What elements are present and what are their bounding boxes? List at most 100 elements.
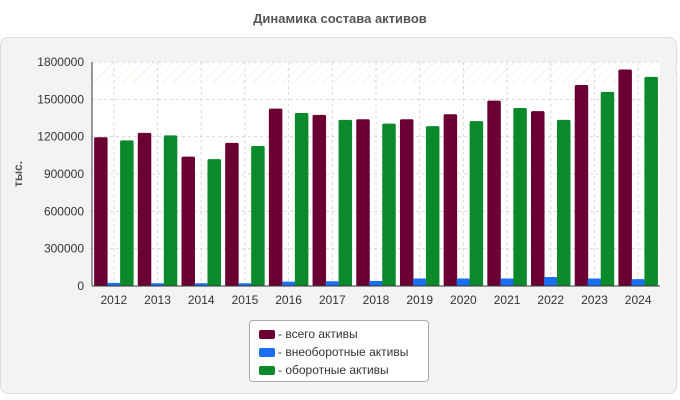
x-tick-label: 2013 (144, 293, 171, 307)
bar-noncurrent (500, 278, 514, 286)
bar-noncurrent (325, 281, 340, 286)
bar-total (399, 119, 414, 286)
hatch-line (291, 61, 315, 85)
hatch-line (251, 61, 275, 85)
bar-current (120, 140, 134, 286)
hatch-line (191, 61, 215, 85)
y-tick-label: 600000 (44, 204, 84, 218)
y-axis-label: тыс. (11, 161, 25, 187)
bar-current (207, 159, 221, 286)
x-tick-label: 2015 (232, 293, 259, 307)
hatch-line (421, 61, 445, 85)
chart-legend: - всего активы - внеоборотные активы - обо… (249, 320, 429, 382)
hatch-line (441, 61, 465, 85)
hatch-line (281, 61, 305, 85)
hatch-line (661, 65, 680, 85)
hatch-line (231, 61, 255, 85)
bar-current (294, 113, 309, 287)
bar-total (268, 108, 283, 287)
bar-current (251, 146, 265, 286)
hatch-line (671, 75, 680, 85)
bar-total (356, 119, 370, 286)
bar-noncurrent (587, 278, 602, 286)
bar-noncurrent (238, 283, 252, 286)
hatch-line (531, 61, 555, 85)
hatch-line (411, 61, 435, 85)
hatch-line (631, 61, 655, 85)
legend-item: - внеоборотные активы (259, 343, 428, 361)
hatch-line (91, 61, 115, 85)
bar-total (225, 142, 239, 286)
bar-current (338, 119, 353, 286)
hatch-line (201, 61, 225, 85)
hatch-line (121, 61, 145, 85)
bar-noncurrent (456, 278, 471, 286)
hatch-line (141, 61, 165, 85)
hatch-line (521, 61, 545, 85)
bar-current (644, 76, 658, 286)
x-tick-label: 2018 (363, 293, 390, 307)
legend-label: - внеоборотные активы (278, 345, 409, 359)
x-tick-label: 2016 (275, 293, 302, 307)
hatch-line (131, 61, 155, 85)
bar-current (557, 119, 571, 286)
hatch-line (261, 61, 285, 85)
hatch-line (541, 61, 565, 85)
bar-total (137, 132, 152, 286)
hatch-line (171, 61, 195, 85)
hatch-line (431, 61, 455, 85)
bar-total (94, 137, 108, 286)
legend-item: - оборотные активы (259, 361, 428, 379)
x-tick-label: 2012 (100, 293, 127, 307)
x-tick-label: 2017 (319, 293, 346, 307)
hatch-line (551, 61, 575, 85)
bar-noncurrent (412, 278, 427, 286)
bar-total (487, 100, 501, 286)
bar-current (163, 135, 178, 286)
x-tick-label: 2019 (406, 293, 433, 307)
hatch-line (321, 61, 345, 85)
bar-current (600, 91, 615, 286)
y-tick-label: 300000 (44, 242, 84, 256)
y-tick-label: 1800000 (37, 55, 84, 69)
bar-total (574, 85, 589, 287)
legend-swatch (259, 347, 275, 357)
hatch-line (381, 61, 405, 85)
hatch-line (481, 61, 505, 85)
hatch-line (471, 61, 495, 85)
chart-title: Динамика состава активов (253, 11, 427, 26)
hatch-line (301, 61, 325, 85)
y-tick-label: 900000 (44, 167, 84, 181)
legend-item: - всего активы (259, 325, 428, 343)
y-tick-label: 1500000 (37, 92, 84, 106)
hatch-line (331, 61, 355, 85)
hatch-line (511, 61, 535, 85)
bar-noncurrent (194, 283, 208, 286)
hatch-line (181, 61, 205, 85)
x-tick-label: 2020 (450, 293, 477, 307)
bar-noncurrent (544, 277, 558, 286)
hatch-line (221, 61, 245, 85)
y-tick-label: 0 (77, 279, 84, 293)
bar-current (382, 123, 396, 286)
bar-noncurrent (107, 282, 121, 286)
bar-noncurrent (281, 281, 296, 286)
bar-current (469, 121, 484, 286)
legend-swatch (259, 329, 275, 339)
hatch-line (451, 61, 475, 85)
hatch-line (491, 61, 515, 85)
hatch-line (271, 61, 295, 85)
bar-noncurrent (631, 279, 645, 286)
legend-label: - оборотные активы (278, 363, 389, 377)
x-tick-label: 2022 (537, 293, 564, 307)
hatch-line (311, 61, 335, 85)
hatch-line (151, 61, 175, 85)
hatch-line (501, 61, 525, 85)
hatch-line (161, 61, 185, 85)
hatch-line (111, 61, 135, 85)
bar-current (425, 126, 440, 286)
hatch-line (571, 61, 595, 85)
bar-total (312, 114, 327, 286)
